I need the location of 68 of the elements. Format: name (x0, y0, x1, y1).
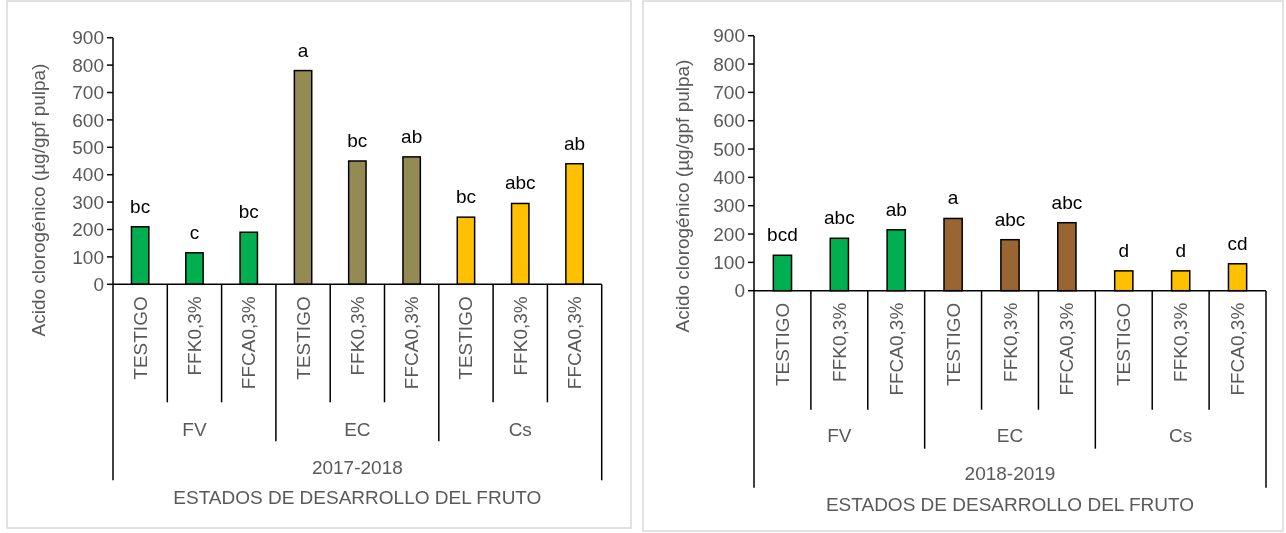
annotation: a (297, 39, 309, 61)
annotation: a (947, 187, 959, 209)
x-axis-title: ESTADOS DE DESARROLLO DEL FRUTO (173, 486, 542, 508)
y-tick-label: 800 (713, 53, 745, 75)
annotation: cd (1227, 232, 1248, 254)
y-tick-label: 900 (713, 25, 745, 47)
y-tick-label: 0 (734, 280, 745, 302)
annotation: bc (347, 130, 368, 151)
x-tick-label: FFCA0,3% (238, 296, 260, 390)
x-tick-label: FFCA0,3% (885, 302, 907, 396)
x-tick-label: FFCA0,3% (401, 296, 423, 390)
annotation: ab (401, 125, 423, 147)
y-tick-label: 900 (72, 27, 104, 49)
x-tick-label: TESTIGO (292, 296, 314, 380)
x-tick-label: TESTIGO (942, 302, 964, 387)
y-axis-title: Acido clorogénico (µg/gpf pulpa) (27, 63, 49, 337)
y-tick-label: 700 (713, 82, 745, 104)
text: 2017-2018 (311, 456, 403, 478)
x-tick-label: FFK0,3% (183, 296, 205, 376)
y-tick-label: 300 (72, 191, 104, 213)
y-tick-label: 700 (72, 82, 104, 104)
x-tick-label: TESTIGO (1113, 302, 1135, 387)
y-tick-label: 100 (72, 246, 104, 268)
y-tick-label: 300 (713, 195, 745, 217)
x-tick-label: FFCA0,3% (564, 296, 586, 390)
text: FV (827, 425, 852, 447)
annotation: bc (130, 195, 151, 217)
y-tick-label: 600 (72, 109, 104, 131)
text: Cs (1169, 425, 1193, 447)
x-tick-label: FFCA0,3% (1056, 302, 1078, 396)
annotation: abc (824, 207, 855, 229)
annotation: bc (238, 201, 259, 223)
annotation: d (1175, 239, 1186, 261)
y-tick-label: 100 (713, 252, 745, 274)
text: EC (996, 425, 1024, 447)
annotation: c (189, 221, 200, 243)
annotation: bcd (767, 224, 798, 246)
x-tick-label: TESTIGO (771, 302, 793, 387)
x-tick-label: TESTIGO (455, 296, 477, 380)
x-tick-label: FFK0,3% (346, 296, 368, 376)
x-tick-label: FFK0,3% (509, 296, 531, 376)
annotation: bc (455, 186, 476, 208)
x-tick-label: TESTIGO (129, 296, 151, 380)
x-tick-label: FFK0,3% (999, 302, 1021, 382)
x-axis-title: ESTADOS DE DESARROLLO DEL FRUTO (825, 494, 1195, 516)
y-tick-label: 200 (713, 223, 745, 245)
y-tick-label: 400 (713, 167, 745, 189)
annotation: abc (994, 208, 1026, 230)
y-tick-label: 200 (72, 219, 104, 241)
y-tick-label: 500 (72, 136, 104, 158)
text: Cs (508, 418, 532, 440)
y-tick-label: 800 (72, 54, 104, 76)
text: EC (344, 418, 371, 440)
text: FV (182, 418, 207, 440)
x-tick-label: FFK0,3% (1170, 302, 1192, 382)
annotation: ab (885, 198, 907, 220)
y-tick-label: 500 (713, 138, 745, 160)
annotation: d (1118, 239, 1130, 261)
y-tick-label: 400 (72, 164, 104, 186)
annotation: abc (504, 172, 536, 194)
x-tick-label: FFCA0,3% (1227, 302, 1249, 396)
annotation: ab (563, 132, 586, 154)
y-tick-label: 600 (713, 110, 745, 132)
x-tick-label: FFK0,3% (828, 302, 850, 382)
text: 2018-2019 (964, 463, 1056, 485)
y-axis-title: Acido clorogénico (µg/gpf pulpa) (671, 59, 693, 333)
annotation: abc (1051, 191, 1083, 213)
y-tick-label: 0 (93, 273, 104, 295)
